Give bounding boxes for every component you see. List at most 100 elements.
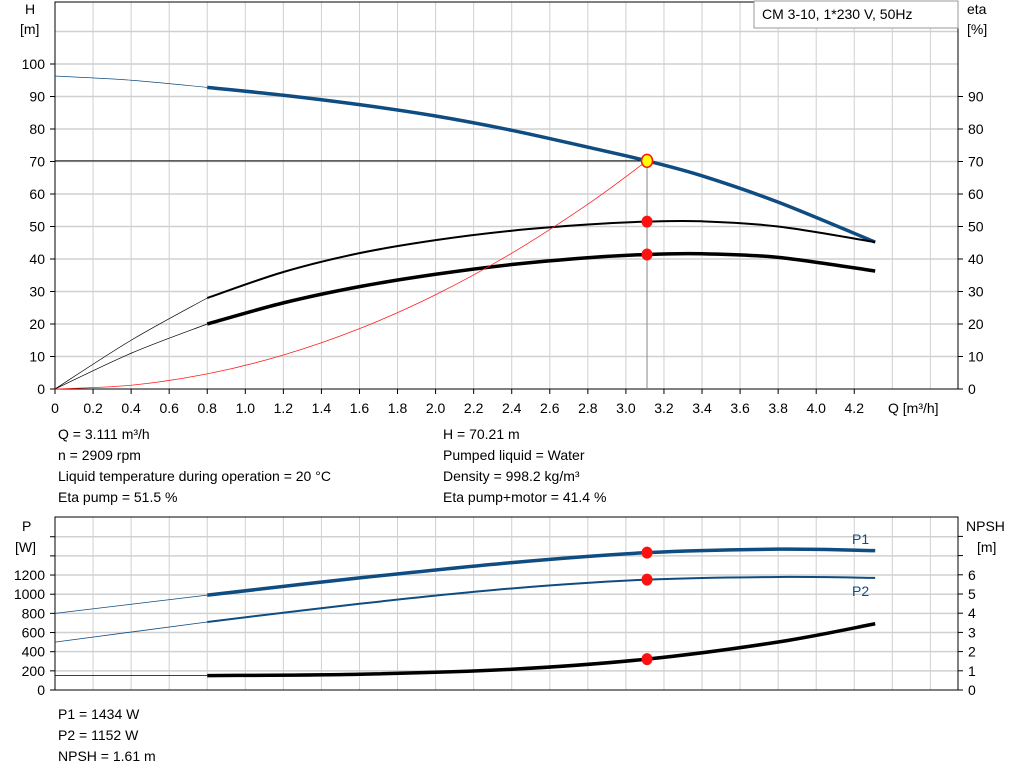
head-readout: H = 70.21 m <box>443 426 520 442</box>
y-tick-label-left: 600 <box>22 625 46 641</box>
x-tick-label: 1.4 <box>312 400 332 416</box>
series-label-p2: P2 <box>852 583 869 599</box>
p2-readout: P2 = 1152 W <box>58 727 139 743</box>
y-tick-label-left: 0 <box>37 682 45 698</box>
y-tick-label-left: 40 <box>29 251 45 267</box>
y-tick-label-left: 400 <box>22 644 46 660</box>
series-eta_pump_motor <box>206 251 876 326</box>
x-tick-label: 4.2 <box>845 400 865 416</box>
y-tick-label-left: 1200 <box>14 567 45 583</box>
y-tick-label-right: 40 <box>968 251 984 267</box>
y-tick-label-left: 10 <box>29 349 45 365</box>
y-tick-label-right: 3 <box>968 624 976 640</box>
y-axis-unit-right: [%] <box>967 21 987 37</box>
x-tick-label: 3.2 <box>654 400 674 416</box>
series-P1 <box>207 547 876 597</box>
duty-point-npsh <box>641 653 653 666</box>
y-tick-label-right: 90 <box>968 89 984 105</box>
x-tick-label: 3.4 <box>692 400 712 416</box>
y-tick-label-right: 70 <box>968 154 984 170</box>
series-P1-extrapolated <box>54 594 208 614</box>
y-tick-label-left: 1000 <box>14 586 45 602</box>
x-tick-label: 1.2 <box>274 400 294 416</box>
y-tick-label-left: 90 <box>29 89 45 105</box>
y-tick-label-right: 0 <box>968 682 976 698</box>
series-label-p1: P1 <box>852 531 869 547</box>
x-tick-label: 0.8 <box>198 400 218 416</box>
y-tick-label-right: 1 <box>968 663 976 679</box>
y-tick-label-right: 50 <box>968 219 984 235</box>
y-tick-label-right: 30 <box>968 284 984 300</box>
y-tick-label-right: 4 <box>968 605 976 621</box>
eta-pump-readout: Eta pump = 51.5 % <box>58 489 178 505</box>
y-tick-label-left: 200 <box>22 663 46 679</box>
results-column-1: Q = 3.111 m³/h n = 2909 rpm Liquid tempe… <box>58 424 331 508</box>
x-tick-label: 2.8 <box>578 400 598 416</box>
x-tick-label: 2.0 <box>426 400 446 416</box>
x-tick-label: 2.6 <box>540 400 560 416</box>
plot-frame <box>54 516 959 691</box>
y-tick-label-left: 70 <box>29 154 45 170</box>
x-tick-label: 0.2 <box>83 400 103 416</box>
y-tick-label-left: 50 <box>29 219 45 235</box>
y-tick-label-left: 20 <box>29 316 45 332</box>
y-tick-label-left: 100 <box>22 56 46 72</box>
duty-point-p1 <box>641 546 653 559</box>
duty-point-head <box>640 153 654 169</box>
y-tick-label-left: 800 <box>22 605 46 621</box>
series-H <box>207 85 876 244</box>
flow-readout: Q = 3.111 m³/h <box>58 426 150 442</box>
y-tick-label-right: 6 <box>968 567 976 583</box>
y-axis-label-right: eta <box>967 1 987 17</box>
x-tick-label: 1.6 <box>350 400 370 416</box>
y-axis-label-left: P <box>22 518 31 534</box>
speed-readout: n = 2909 rpm <box>58 447 141 463</box>
y-tick-label-right: 20 <box>968 316 984 332</box>
y-axis-unit-left: [W] <box>15 539 36 555</box>
series-system-curve <box>54 160 648 390</box>
x-tick-label: 0 <box>51 400 59 416</box>
duty-point-p2 <box>641 573 653 586</box>
x-tick-label: 4.0 <box>806 400 826 416</box>
y-tick-label-right: 10 <box>968 349 984 365</box>
p1-readout: P1 = 1434 W <box>58 706 140 722</box>
x-tick-label: 1.8 <box>388 400 408 416</box>
y-tick-label-left: 60 <box>29 186 45 202</box>
y-axis-label-left: H <box>25 1 35 17</box>
y-tick-label-left: 80 <box>29 121 45 137</box>
x-tick-label: 3.8 <box>768 400 788 416</box>
duty-point-eta-pump <box>641 215 653 228</box>
series-P2-extrapolated <box>54 621 208 643</box>
eta-pump-motor-readout: Eta pump+motor = 41.4 % <box>443 489 607 505</box>
x-tick-label: 2.4 <box>502 400 522 416</box>
temperature-readout: Liquid temperature during operation = 20… <box>58 468 331 484</box>
y-tick-label-right: 0 <box>968 381 976 397</box>
density-readout: Density = 998.2 kg/m³ <box>443 468 580 484</box>
y-tick-label-right: 2 <box>968 644 976 660</box>
y-axis-unit-right: [m] <box>977 539 996 555</box>
x-tick-label: 0.6 <box>159 400 179 416</box>
x-tick-label: 2.2 <box>464 400 484 416</box>
y-tick-label-right: 60 <box>968 186 984 202</box>
liquid-readout: Pumped liquid = Water <box>443 447 585 463</box>
results-column-2: H = 70.21 m Pumped liquid = Water Densit… <box>443 424 606 508</box>
duty-point-eta-pump-motor <box>641 248 653 261</box>
series-P2 <box>207 575 876 623</box>
npsh-readout: NPSH = 1.61 m <box>58 748 156 764</box>
y-tick-label-left: 0 <box>37 381 45 397</box>
x-tick-label: 1.0 <box>236 400 256 416</box>
x-tick-label: 0.4 <box>121 400 141 416</box>
series-eta_pump <box>206 219 876 299</box>
series-eta_pump_motor-extrapolated <box>54 323 208 390</box>
chart-title: CM 3-10, 1*230 V, 50Hz <box>762 6 912 22</box>
title-box <box>753 0 959 29</box>
series-eta_pump-extrapolated <box>54 297 208 390</box>
y-axis-unit-left: [m] <box>20 21 39 37</box>
x-tick-label: 3.6 <box>730 400 750 416</box>
x-tick-label: 3.0 <box>616 400 636 416</box>
y-axis-label-right: NPSH <box>966 518 1005 534</box>
x-axis-label: Q [m³/h] <box>888 400 939 416</box>
series-NPSH <box>207 622 876 678</box>
results-bottom: P1 = 1434 W P2 = 1152 W NPSH = 1.61 m <box>58 704 156 767</box>
